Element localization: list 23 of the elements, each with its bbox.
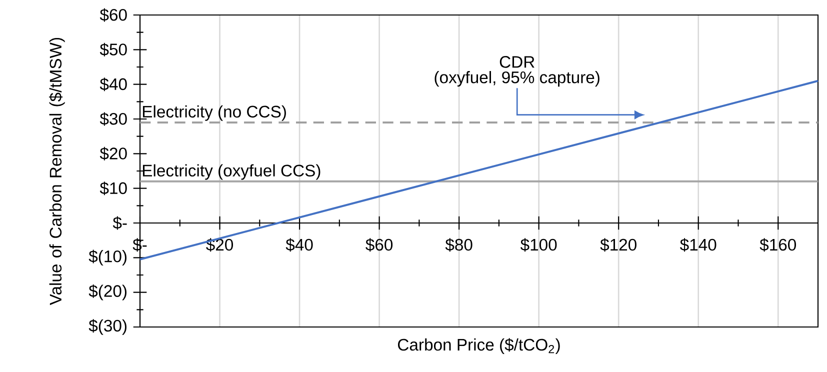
y-tick-label: $-: [112, 216, 127, 230]
y-tick-label: $(30): [88, 319, 126, 335]
x-tick-label: $120: [600, 238, 636, 252]
ref-line-label: Electricity (no CCS): [142, 105, 286, 121]
x-tick-label: $140: [680, 238, 716, 252]
y-tick-label: $(20): [88, 284, 126, 300]
x-tick-label: $160: [760, 238, 796, 252]
x-tick-label: $100: [520, 238, 557, 252]
y-tick-label: $10: [100, 182, 127, 196]
y-tick-label: $20: [100, 146, 127, 160]
x-tick-label: $60: [366, 238, 393, 252]
x-axis-title: Carbon Price ($/tCO$_{2}$): [398, 338, 560, 354]
y-tick-label: $(10): [88, 250, 126, 266]
ref-line-label: Electricity (oxyfuel CCS): [142, 164, 320, 180]
y-tick-label: $60: [100, 8, 127, 22]
y-axis-title: Value of Carbon Removal ($/tMSW): [49, 38, 65, 306]
x-tick-label: $40: [286, 238, 313, 252]
annotation: CDR: [500, 56, 534, 68]
x-tick-label: $80: [445, 238, 472, 252]
y-tick-label: $30: [100, 112, 127, 126]
y-tick-label: $50: [100, 42, 127, 56]
y-tick-label: $40: [100, 78, 127, 92]
annotation: (oxyfuel, 95% capture): [434, 71, 600, 87]
